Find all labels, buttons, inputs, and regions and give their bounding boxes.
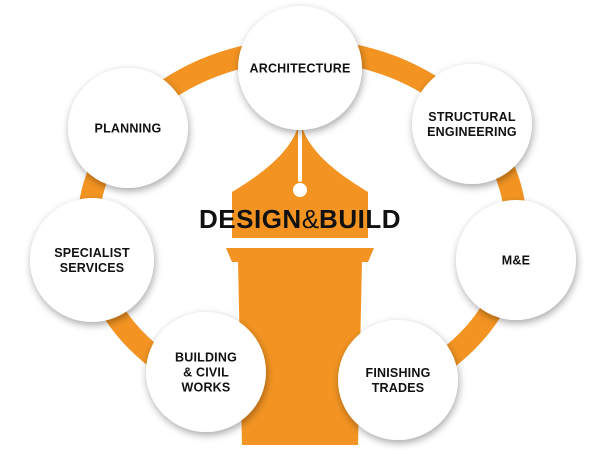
node-planning: PLANNING	[68, 68, 188, 188]
node-circle	[30, 198, 154, 322]
title-part-design: DESIGN	[199, 204, 302, 234]
node-label: STRUCTURAL ENGINEERING	[427, 110, 517, 139]
node-circle	[338, 320, 458, 440]
node-label-line: FINISHING	[366, 366, 431, 380]
node-circle	[68, 68, 188, 188]
node-circles: ARCHITECTURE STRUCTURAL ENGINEERING M&E FINI…	[30, 6, 576, 440]
node-architecture: ARCHITECTURE	[238, 6, 362, 130]
node-label-line: STRUCTURAL	[428, 110, 516, 124]
node-label-line: M&E	[502, 254, 530, 268]
node-m-and-e: M&E	[456, 200, 576, 320]
node-label-line: TRADES	[372, 381, 425, 395]
node-finishing-trades: FINISHING TRADES	[338, 320, 458, 440]
node-structural-engineering: STRUCTURAL ENGINEERING	[412, 64, 532, 184]
node-circle	[146, 312, 266, 432]
node-circle	[456, 200, 576, 320]
node-label-line: ARCHITECTURE	[249, 62, 350, 76]
node-label-line: SPECIALIST	[54, 246, 130, 260]
node-label-line: BUILDING	[175, 351, 237, 365]
diagram-title: DESIGN&BUILD	[199, 204, 401, 234]
title-ampersand: &	[302, 204, 319, 234]
node-circle	[412, 64, 532, 184]
fountain-pen-nib-icon	[226, 118, 374, 445]
node-label-line: PLANNING	[95, 122, 162, 136]
node-label: FINISHING TRADES	[366, 366, 431, 395]
node-label: BUILDING & CIVIL WORKS	[175, 351, 237, 395]
node-label-line: SERVICES	[60, 261, 125, 275]
node-label: SPECIALIST SERVICES	[54, 246, 130, 275]
node-label: M&E	[502, 254, 530, 268]
node-label-line: & CIVIL	[183, 366, 229, 380]
node-circle	[238, 6, 362, 130]
node-specialist-services: SPECIALIST SERVICES	[30, 198, 154, 322]
node-label-line: ENGINEERING	[427, 125, 517, 139]
node-label: ARCHITECTURE	[249, 62, 350, 76]
node-label: PLANNING	[95, 122, 162, 136]
title-part-build: BUILD	[319, 204, 401, 234]
node-label-line: WORKS	[182, 381, 231, 395]
node-building-civil-works: BUILDING & CIVIL WORKS	[146, 312, 266, 432]
